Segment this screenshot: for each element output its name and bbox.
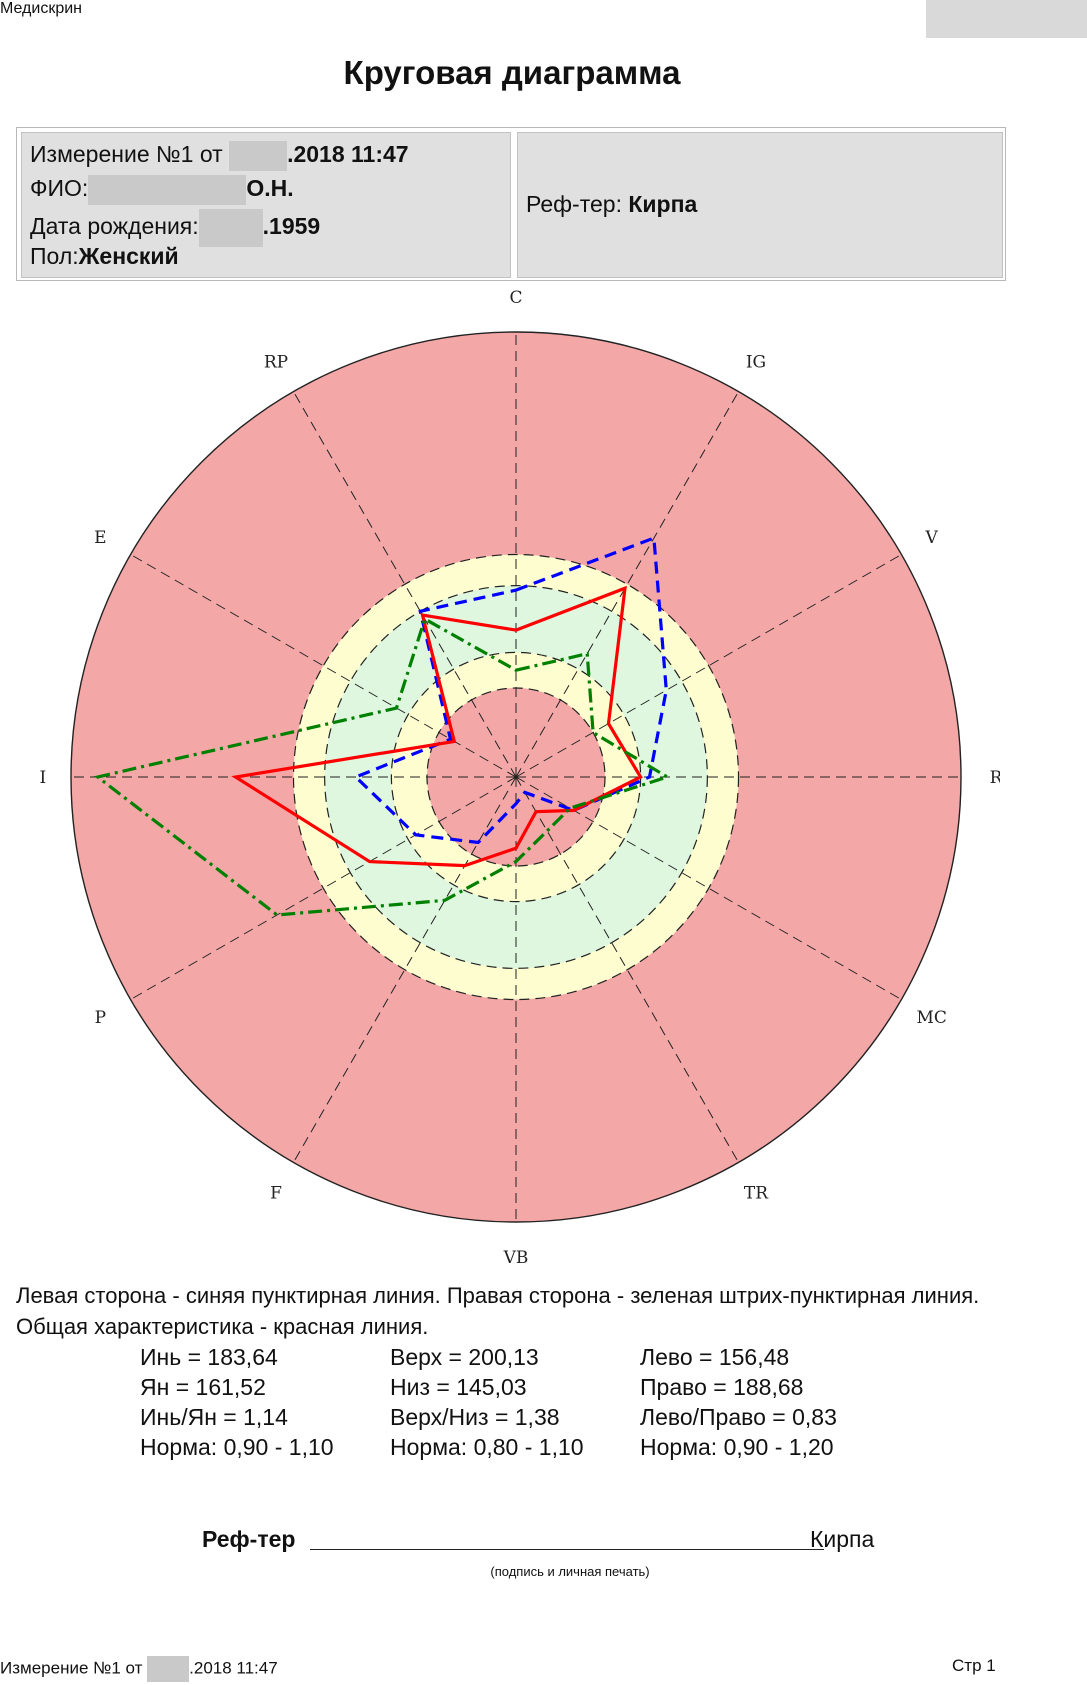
stat-yin: Инь = 183,64 [140,1344,278,1370]
axis-label: C [509,290,522,308]
info-panel: Измерение №1 от .2018 11:47 ФИО: О.Н. Дат… [16,127,1006,281]
stat-yin-yang-ratio: Инь/Ян = 1,14 [140,1404,288,1430]
birth-line: Дата рождения: .1959 [30,209,320,247]
measure-line: Измерение №1 от .2018 11:47 [30,141,409,171]
fio-suffix: О.Н. [246,175,294,202]
referee-value: Кирпа [628,191,698,217]
footer-measure-prefix: Измерение №1 от [0,1658,148,1678]
signature-caption: (подпись и личная печать) [490,1564,650,1579]
footer-measure-suffix: .2018 11:47 [189,1658,278,1678]
axis-label: V [925,528,939,548]
zone-gridline [292,553,740,1001]
referee-cell: Реф-тер: Кирпа [517,132,1003,278]
stat-yin-yang-norm: Норма: 0,90 - 1,10 [140,1434,334,1460]
sex-line: Пол:Женский [30,243,179,270]
stats-column-top-bottom: Верх = 200,13 Низ = 145,03 Верх/Низ = 1,… [390,1342,584,1462]
axis-line [515,776,902,1000]
fio-line: ФИО: О.Н. [30,175,294,205]
axis-label: GI [40,768,46,788]
zone-gridline [324,585,708,969]
fio-label: ФИО: [30,175,89,202]
stat-top: Верх = 200,13 [390,1344,539,1370]
sex-value: Женский [78,243,179,269]
stat-right: Право = 188,68 [640,1374,804,1400]
axis-label: P [95,1008,106,1028]
axis-line [293,391,517,778]
series-line [231,585,643,868]
redacted-birthdate [198,209,263,247]
stat-top-bottom-norm: Норма: 0,80 - 1,10 [390,1434,584,1460]
axis-label: R [990,768,1000,788]
stats-column-left-right: Лево = 156,48 Право = 188,68 Лево/Право … [640,1342,837,1462]
axis-label: E [94,528,106,548]
measure-suffix: .2018 11:47 [287,141,409,168]
axis-label: IG [746,352,766,372]
birth-label: Дата рождения: [30,213,199,240]
axis-label: MC [916,1008,946,1028]
axis-label: RP [264,352,288,372]
axis-line [130,776,517,1000]
axis-line [293,776,517,1163]
redacted-block [926,0,1087,38]
birth-suffix: .1959 [262,213,321,240]
legend-note: Левая сторона - синяя пунктирная линия. … [16,1283,980,1339]
stat-yang: Ян = 161,52 [140,1374,266,1400]
redacted-date [229,141,288,171]
footer-measure: Измерение №1 от .2018 11:47 [0,1656,278,1682]
measure-prefix: Измерение №1 от [30,141,230,168]
stat-left-right-norm: Норма: 0,90 - 1,20 [640,1434,834,1460]
page-number: Стр 1 [952,1656,996,1675]
app-name: Медискрин [0,0,82,17]
stats-column-yin-yang: Инь = 183,64 Ян = 161,52 Инь/Ян = 1,14 Н… [140,1342,334,1462]
signature-line [310,1549,824,1550]
signature-name: Кирпа [810,1526,875,1552]
signature-label: Реф-тер [202,1526,296,1552]
referee-line: Реф-тер: Кирпа [526,191,697,218]
sex-label: Пол: [30,243,79,269]
redacted-footer-date [147,1656,190,1682]
referee-label: Реф-тер: [526,191,629,217]
outer-circle [70,331,962,1223]
axis-label: TR [744,1184,769,1204]
stat-left: Лево = 156,48 [640,1344,790,1370]
axis-label: VB [503,1248,529,1268]
radar-chart: C IG V R MC TR VB F P GI E RP [40,290,1000,1268]
stat-left-right-ratio: Лево/Право = 0,83 [640,1404,837,1430]
stat-bottom: Низ = 145,03 [390,1374,527,1400]
redacted-name [88,175,247,205]
axis-label: F [270,1184,282,1204]
stat-top-bottom-ratio: Верх/Низ = 1,38 [390,1404,560,1430]
series-line [352,535,668,845]
axis-line [515,776,739,1163]
series-line [94,616,672,917]
page-title: Круговая диаграмма [343,54,681,91]
axis-line [515,391,739,778]
patient-info-cell: Измерение №1 от .2018 11:47 ФИО: О.Н. Дат… [21,132,511,278]
axis-line [515,554,902,778]
axis-line [130,554,517,778]
